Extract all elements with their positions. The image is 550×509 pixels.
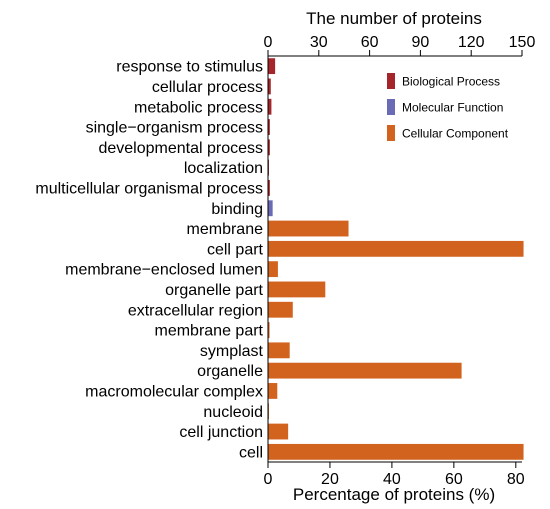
- legend-label-0: Biological Process: [402, 75, 500, 89]
- category-label-6: multicellular organismal process: [35, 180, 263, 197]
- bar-9: [268, 240, 524, 257]
- legend-label-1: Molecular Function: [402, 101, 503, 115]
- legend-swatch-1: [387, 99, 395, 115]
- category-label-7: binding: [211, 201, 263, 218]
- bottom-axis-title: Percentage of proteins (%): [293, 485, 495, 504]
- category-label-2: metabolic process: [134, 99, 263, 116]
- category-labels-group: response to stimulus cellular process meta…: [35, 59, 263, 462]
- category-label-19: cell: [239, 444, 263, 461]
- bar-2: [268, 98, 272, 115]
- top-tick-label-3: 90: [412, 34, 430, 51]
- bar-6: [268, 180, 270, 196]
- bar-14: [268, 342, 290, 359]
- bottom-tick-label-0: 0: [264, 471, 273, 488]
- bottom-tick-label-4: 80: [507, 471, 525, 488]
- bottom-tick-label-2: 40: [383, 471, 401, 488]
- category-label-1: cellular process: [152, 79, 263, 96]
- axes-group: 0 20 40 60 80 0 30 60 90 120 150: [264, 34, 536, 488]
- top-tick-label-5: 150: [509, 34, 536, 51]
- top-axis-title: The number of proteins: [306, 9, 482, 28]
- category-label-4: developmental process: [98, 140, 263, 157]
- category-label-3: single−organism process: [86, 120, 263, 137]
- bottom-tick-label-3: 60: [445, 471, 463, 488]
- category-label-17: nucleoid: [203, 404, 263, 421]
- legend-swatch-0: [387, 73, 395, 89]
- bar-19: [268, 443, 524, 460]
- top-tick-label-0: 0: [264, 34, 273, 51]
- bar-3: [268, 119, 270, 135]
- bar-11: [268, 281, 326, 298]
- category-label-10: membrane−enclosed lumen: [65, 262, 263, 279]
- category-label-14: symplast: [200, 343, 264, 360]
- bar-18: [268, 423, 289, 440]
- bottom-tick-label-1: 20: [321, 471, 339, 488]
- bars-group: [268, 58, 524, 460]
- category-label-13: membrane part: [155, 323, 264, 340]
- category-label-11: organelle part: [165, 282, 263, 299]
- bar-12: [268, 301, 293, 318]
- category-label-0: response to stimulus: [116, 59, 263, 76]
- category-label-16: macromolecular complex: [85, 383, 263, 400]
- bar-0: [268, 58, 276, 75]
- bar-13: [268, 322, 270, 338]
- bar-8: [268, 220, 349, 237]
- legend-swatch-2: [387, 125, 395, 141]
- category-label-18: cell junction: [179, 424, 263, 441]
- bar-1: [268, 78, 271, 95]
- bar-7: [268, 200, 273, 217]
- top-tick-label-1: 30: [310, 34, 328, 51]
- legend: Biological Process Molecular Function Cell…: [387, 73, 509, 141]
- top-tick-label-4: 120: [458, 34, 485, 51]
- category-label-12: extracellular region: [128, 302, 263, 319]
- bar-15: [268, 362, 462, 379]
- category-label-5: localization: [184, 160, 263, 177]
- top-tick-label-2: 60: [361, 34, 379, 51]
- legend-label-2: Cellular Component: [402, 127, 509, 141]
- bar-4: [268, 139, 270, 156]
- category-label-15: organelle: [197, 363, 263, 380]
- bar-16: [268, 383, 278, 399]
- bar-10: [268, 261, 278, 278]
- category-label-8: membrane: [187, 221, 264, 238]
- category-label-9: cell part: [207, 241, 264, 258]
